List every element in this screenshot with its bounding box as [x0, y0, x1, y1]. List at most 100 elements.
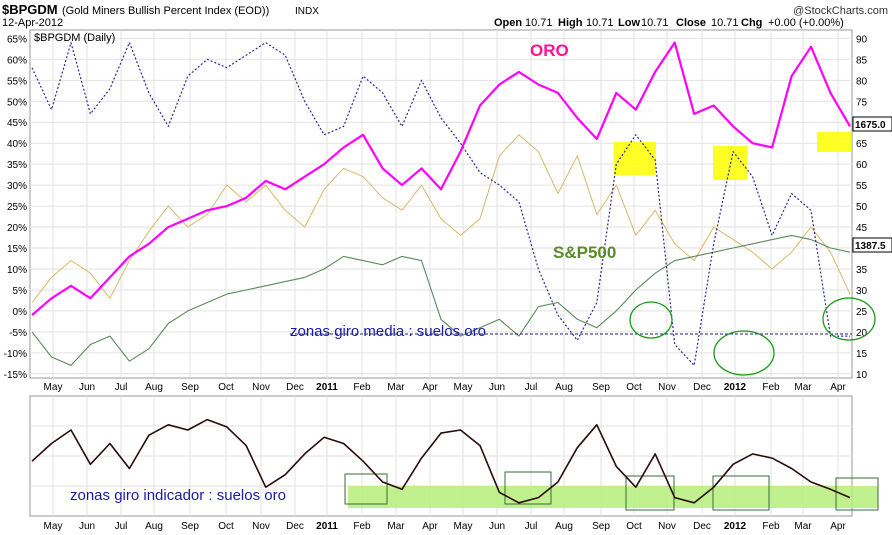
right-tick-label: 35: [856, 265, 868, 276]
x-tick-label: Jul: [115, 521, 128, 532]
high-label: High: [558, 17, 583, 29]
indicator-zone-box-5: [835, 477, 879, 511]
main-x-labels: May Jun Jul Aug Sep Oct Nov Dec 2011 Feb Mar Apr May…: [44, 382, 847, 393]
left-tick-label: 65%: [7, 34, 27, 45]
x-tick-label: Nov: [658, 521, 676, 532]
right-tick-label: 90: [856, 34, 868, 45]
x-tick-label: Feb: [762, 521, 780, 532]
x-tick-label: Jun: [489, 382, 505, 393]
x-tick-label: Sep: [592, 382, 610, 393]
left-tick-label: 20%: [7, 223, 27, 234]
right-tick-label: 10: [856, 370, 868, 381]
x-tick-label: Apr: [830, 382, 846, 393]
x-tick-label: Oct: [218, 382, 234, 393]
indicator-line: [31, 418, 851, 504]
x-tick-label: Oct: [218, 521, 234, 532]
x-tick-label: Sep: [181, 382, 199, 393]
x-tick-label: Aug: [555, 382, 573, 393]
gold-last-tag: [852, 116, 892, 132]
watermark: @StockCharts.com: [793, 5, 888, 17]
x-tick-label: Apr: [422, 521, 438, 532]
x-tick-label: Dec: [693, 521, 711, 532]
x-tick-label: Feb: [353, 382, 371, 393]
sp-last-value: 1387.5: [855, 241, 886, 252]
exchange-label: INDX: [295, 6, 319, 17]
left-tick-label: -10%: [4, 349, 27, 360]
gdx-line: [31, 134, 851, 303]
turn-zone-circle-1: [629, 301, 673, 339]
left-tick-label: 50%: [7, 97, 27, 108]
right-tick-label: 15: [856, 349, 868, 360]
indicator-zone-box-3: [625, 475, 675, 511]
x-tick-label: Feb: [762, 382, 780, 393]
x-tick-label: Aug: [555, 521, 573, 532]
turn-zone-circle-2: [713, 330, 775, 376]
x-tick-label: Dec: [286, 382, 304, 393]
left-tick-label: -5%: [9, 328, 27, 339]
symbol-title: $BPGDM: [2, 2, 58, 17]
indicator-zone-band: [348, 486, 878, 508]
right-tick-label: 80: [856, 76, 868, 87]
indicator-zone-box-4: [712, 475, 770, 511]
sp500-annotation: S&P500: [553, 243, 616, 262]
right-tick-label: 75: [856, 97, 868, 108]
right-tick-label: 50: [856, 202, 868, 213]
open-value: 10.71: [525, 17, 553, 29]
close-value: 10.71: [711, 17, 739, 29]
x-tick-label: 2011: [316, 382, 338, 393]
right-tick-label: 45: [856, 223, 868, 234]
chg-value: +0.00 (+0.00%): [768, 17, 844, 29]
right-axis-ticks: 9085807570656055504540353025201510: [856, 34, 868, 380]
left-tick-label: 25%: [7, 202, 27, 213]
x-tick-label: Jul: [525, 521, 538, 532]
turn-zone-circle-3: [822, 297, 876, 341]
x-tick-label: Nov: [252, 382, 270, 393]
x-tick-label: Mar: [387, 382, 405, 393]
left-tick-label: 40%: [7, 139, 27, 150]
x-tick-label: Jun: [79, 521, 95, 532]
right-tick-label: 65: [856, 139, 868, 150]
x-tick-label: Mar: [387, 521, 405, 532]
left-tick-label: 0%: [13, 307, 28, 318]
indicator-zone-box-1: [344, 473, 388, 505]
left-tick-label: 15%: [7, 244, 27, 255]
open-label: Open: [494, 17, 522, 29]
close-label: Close: [676, 17, 706, 29]
x-tick-label: Apr: [830, 521, 846, 532]
x-tick-label: Apr: [422, 382, 438, 393]
sp500-line: [31, 234, 851, 366]
oro-annotation: ORO: [530, 41, 569, 60]
x-tick-label: Aug: [145, 382, 163, 393]
low-value: 10.71: [641, 17, 669, 29]
left-tick-label: 60%: [7, 55, 27, 66]
x-tick-label: May: [454, 382, 473, 393]
left-tick-label: 45%: [7, 118, 27, 129]
indicator-series: [31, 418, 851, 504]
x-tick-label: Nov: [252, 521, 270, 532]
x-tick-label: May: [44, 382, 63, 393]
gold-bottom-zone-1: [614, 142, 656, 175]
zonas-indicador-annotation: zonas giro indicador : suelos oro: [70, 487, 286, 504]
x-tick-label: Nov: [658, 382, 676, 393]
gold-bottom-zone-3: [817, 132, 851, 152]
zonas-media-annotation: zonas giro media : suelos oro: [290, 323, 486, 340]
index-name: (Gold Miners Bullish Percent Index (EOD)…: [62, 5, 269, 17]
x-tick-label: Oct: [626, 382, 642, 393]
x-tick-label: Jun: [489, 521, 505, 532]
x-tick-label: 2011: [316, 521, 338, 532]
left-tick-label: -15%: [4, 370, 27, 381]
x-tick-label: May: [44, 521, 63, 532]
left-tick-label: 35%: [7, 160, 27, 171]
x-tick-label: Mar: [794, 382, 812, 393]
x-tick-label: Feb: [353, 521, 371, 532]
x-tick-label: 2012: [724, 521, 747, 532]
x-tick-label: Sep: [592, 521, 610, 532]
high-value: 10.71: [586, 17, 614, 29]
low-label: Low: [618, 17, 640, 29]
right-tick-label: 60: [856, 160, 868, 171]
left-tick-label: 30%: [7, 181, 27, 192]
right-tick-label: 85: [856, 55, 868, 66]
x-tick-label: Aug: [145, 521, 163, 532]
x-tick-label: 2012: [724, 382, 747, 393]
